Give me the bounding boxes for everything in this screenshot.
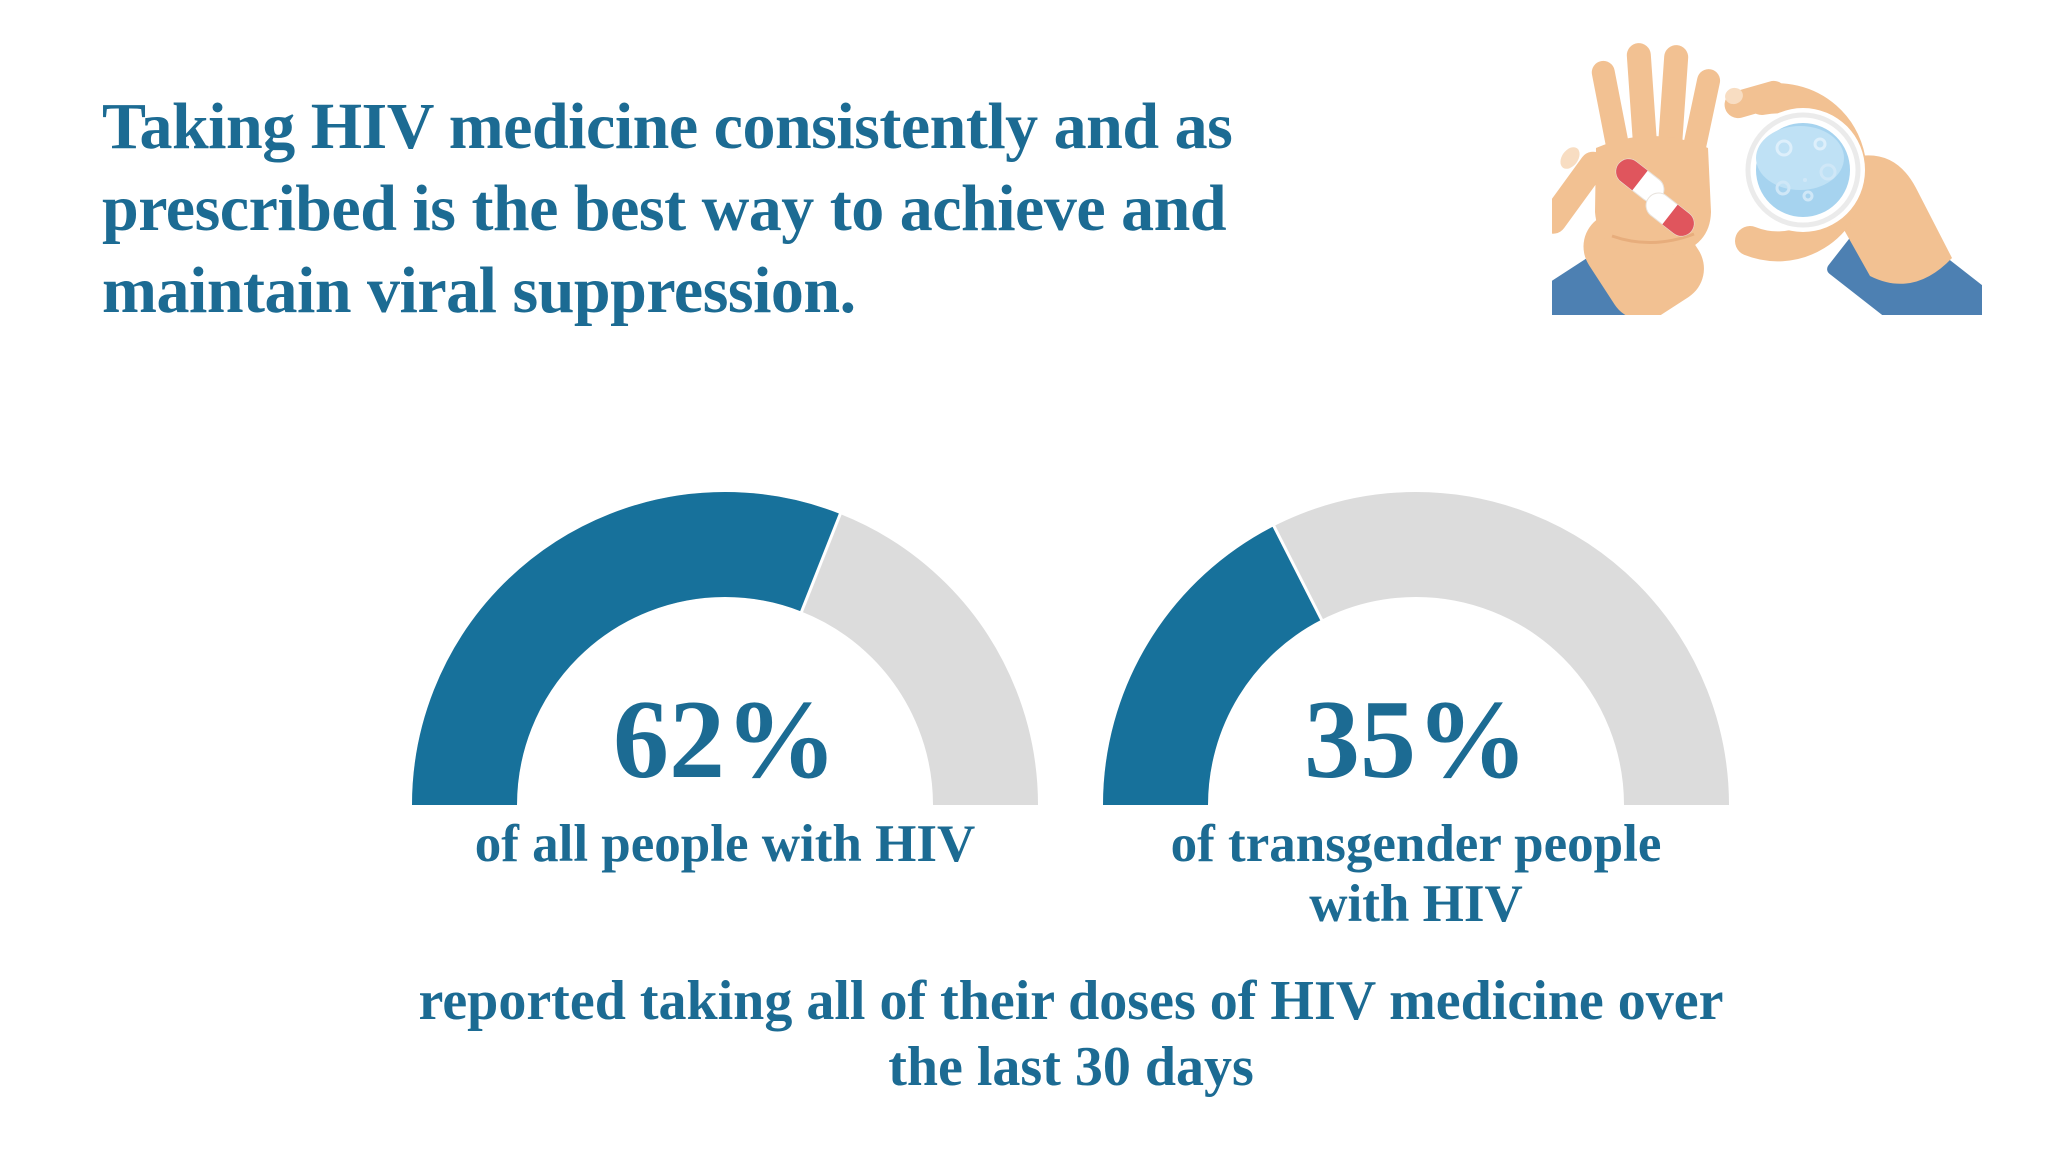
gauge-value: 62% <box>613 678 837 802</box>
gauge-label-line-2: with HIV <box>1309 875 1523 933</box>
gauge-all-people-with-hiv: 62% of all people with HIV <box>412 492 1038 873</box>
headline-line-2: prescribed is the best way to achieve an… <box>102 172 1227 245</box>
gauge-value: 35% <box>1304 678 1528 802</box>
hand-holding-glass-of-water-icon <box>1724 80 1982 315</box>
hands-with-pills-and-water-illustration <box>1552 43 1982 315</box>
headline: Taking HIV medicine consistently and as … <box>102 86 1233 332</box>
gauge-label: of all people with HIV <box>412 814 1038 874</box>
gauge-transgender-people-with-hiv: 35% of transgender people with HIV <box>1103 492 1729 933</box>
headline-line-3: maintain viral suppression. <box>102 254 856 327</box>
open-hand-with-pills-icon <box>1552 43 1721 315</box>
gauge-label-line-1: of transgender people <box>1170 815 1662 873</box>
footer-note: reported taking all of their doses of HI… <box>270 968 1872 1100</box>
pill-capsule-icon <box>1645 192 1695 237</box>
gauge-label-line-1: of all people with HIV <box>474 815 976 873</box>
footer-note-line-2: the last 30 days <box>888 1036 1254 1098</box>
gauge-label: of transgender people with HIV <box>1103 814 1729 934</box>
gauge-arc <box>412 492 1038 806</box>
gauge-arc <box>1103 492 1729 806</box>
footer-note-line-1: reported taking all of their doses of HI… <box>418 970 1724 1032</box>
headline-line-1: Taking HIV medicine consistently and as <box>102 90 1233 163</box>
